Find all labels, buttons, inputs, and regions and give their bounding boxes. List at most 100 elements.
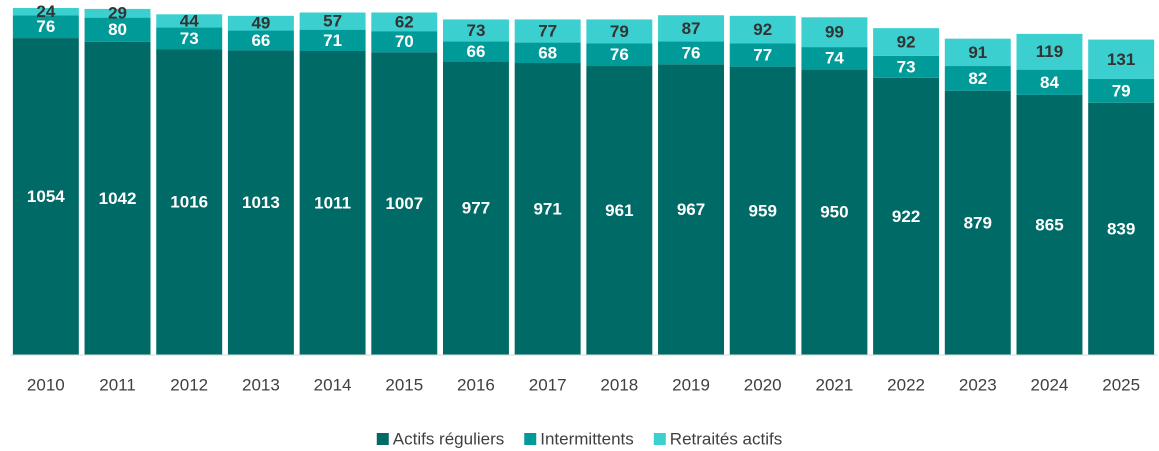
- value-label: 1016: [170, 193, 208, 212]
- bar-segment: [873, 77, 940, 355]
- value-label: 76: [610, 45, 629, 64]
- bar-segment: [12, 38, 79, 355]
- x-tick-label: 2023: [959, 375, 997, 394]
- bar-segment: [1088, 78, 1155, 103]
- legend-label: Retraités actifs: [670, 429, 782, 448]
- value-label: 24: [36, 2, 55, 21]
- value-label: 66: [467, 42, 486, 61]
- bar-segment: [371, 12, 438, 32]
- bar-segment: [514, 42, 581, 64]
- value-label: 62: [395, 12, 414, 31]
- x-tick-label: 2013: [242, 375, 280, 394]
- x-tick-label: 2022: [887, 375, 925, 394]
- bar-segment: [514, 63, 581, 356]
- bar-segment: [1016, 69, 1083, 95]
- bar-segment: [1088, 39, 1155, 79]
- value-label: 92: [753, 20, 772, 39]
- x-tick-label: 2010: [27, 375, 65, 394]
- bar-segment: [586, 43, 653, 67]
- value-label: 82: [968, 69, 987, 88]
- value-label: 865: [1035, 215, 1063, 234]
- bar-segment: [1088, 102, 1155, 355]
- bar-segment: [801, 69, 868, 355]
- value-label: 1042: [99, 189, 137, 208]
- value-label: 119: [1036, 42, 1063, 61]
- bar-segment: [84, 8, 151, 18]
- x-tick-label: 2012: [170, 375, 208, 394]
- value-label: 971: [533, 199, 561, 218]
- bar-segment: [801, 17, 868, 48]
- value-label: 950: [820, 203, 848, 222]
- value-label: 79: [610, 22, 629, 41]
- bar-segment: [658, 41, 725, 65]
- x-tick-label: 2016: [457, 375, 495, 394]
- value-label: 76: [36, 17, 55, 36]
- value-label: 44: [180, 11, 199, 30]
- x-tick-label: 2011: [99, 375, 136, 394]
- value-label: 29: [108, 4, 127, 23]
- value-label: 87: [682, 19, 701, 38]
- value-label: 68: [538, 43, 557, 62]
- value-label: 73: [180, 29, 199, 48]
- value-label: 1013: [242, 193, 280, 212]
- bar-segment: [442, 19, 509, 42]
- bar-segment: [299, 12, 366, 30]
- value-label: 1007: [385, 194, 423, 213]
- x-tick-label: 2019: [672, 375, 710, 394]
- value-label: 961: [605, 201, 633, 220]
- bar-segment: [371, 31, 438, 53]
- value-label: 922: [892, 207, 920, 226]
- value-label: 1054: [27, 187, 65, 206]
- value-label: 99: [825, 23, 844, 42]
- bar-segment: [299, 50, 366, 355]
- legend-swatch: [524, 433, 537, 445]
- bar-segment: [873, 55, 940, 78]
- x-tick-label: 2014: [314, 375, 352, 394]
- value-label: 977: [462, 199, 490, 218]
- value-label: 92: [897, 32, 916, 51]
- value-label: 71: [323, 31, 342, 50]
- bar-segment: [944, 90, 1011, 355]
- bar-segment: [944, 38, 1011, 67]
- bar-segment: [84, 17, 151, 42]
- value-label: 79: [1112, 81, 1131, 100]
- bar-segment: [299, 29, 366, 51]
- x-tick-label: 2018: [600, 375, 638, 394]
- x-tick-label: 2015: [385, 375, 423, 394]
- legend-label: Actifs réguliers: [393, 429, 504, 448]
- value-label: 57: [323, 12, 342, 31]
- value-label: 839: [1107, 219, 1135, 238]
- bar-segment: [586, 66, 653, 355]
- bar-segment: [442, 41, 509, 62]
- bar-segment: [729, 66, 796, 355]
- legend-swatch: [376, 433, 389, 445]
- x-tick-label: 2024: [1031, 375, 1069, 394]
- x-tick-label: 2025: [1102, 375, 1140, 394]
- bar-segment: [944, 66, 1011, 91]
- bar-segment: [156, 49, 223, 355]
- value-label: 66: [251, 31, 270, 50]
- bar-segment: [227, 15, 294, 31]
- x-tick-label: 2017: [529, 375, 567, 394]
- bar-segment: [729, 15, 796, 44]
- bar-segment: [729, 43, 796, 67]
- value-label: 131: [1107, 50, 1135, 69]
- value-label: 74: [825, 49, 844, 68]
- x-tick-label: 2020: [744, 375, 782, 394]
- bar-segment: [227, 30, 294, 51]
- value-label: 77: [753, 46, 772, 65]
- bar-segment: [227, 50, 294, 356]
- value-label: 70: [395, 32, 414, 51]
- bar-segment: [442, 61, 509, 355]
- bar-segment: [12, 15, 79, 39]
- bar-segment: [873, 28, 940, 56]
- value-label: 879: [964, 213, 992, 232]
- value-label: 1011: [314, 193, 351, 212]
- bar-segment: [658, 64, 725, 355]
- bar-segment: [658, 15, 725, 42]
- value-label: 80: [108, 20, 127, 39]
- legend-swatch: [653, 433, 666, 445]
- value-label: 77: [538, 21, 557, 40]
- bar-segment: [514, 19, 581, 43]
